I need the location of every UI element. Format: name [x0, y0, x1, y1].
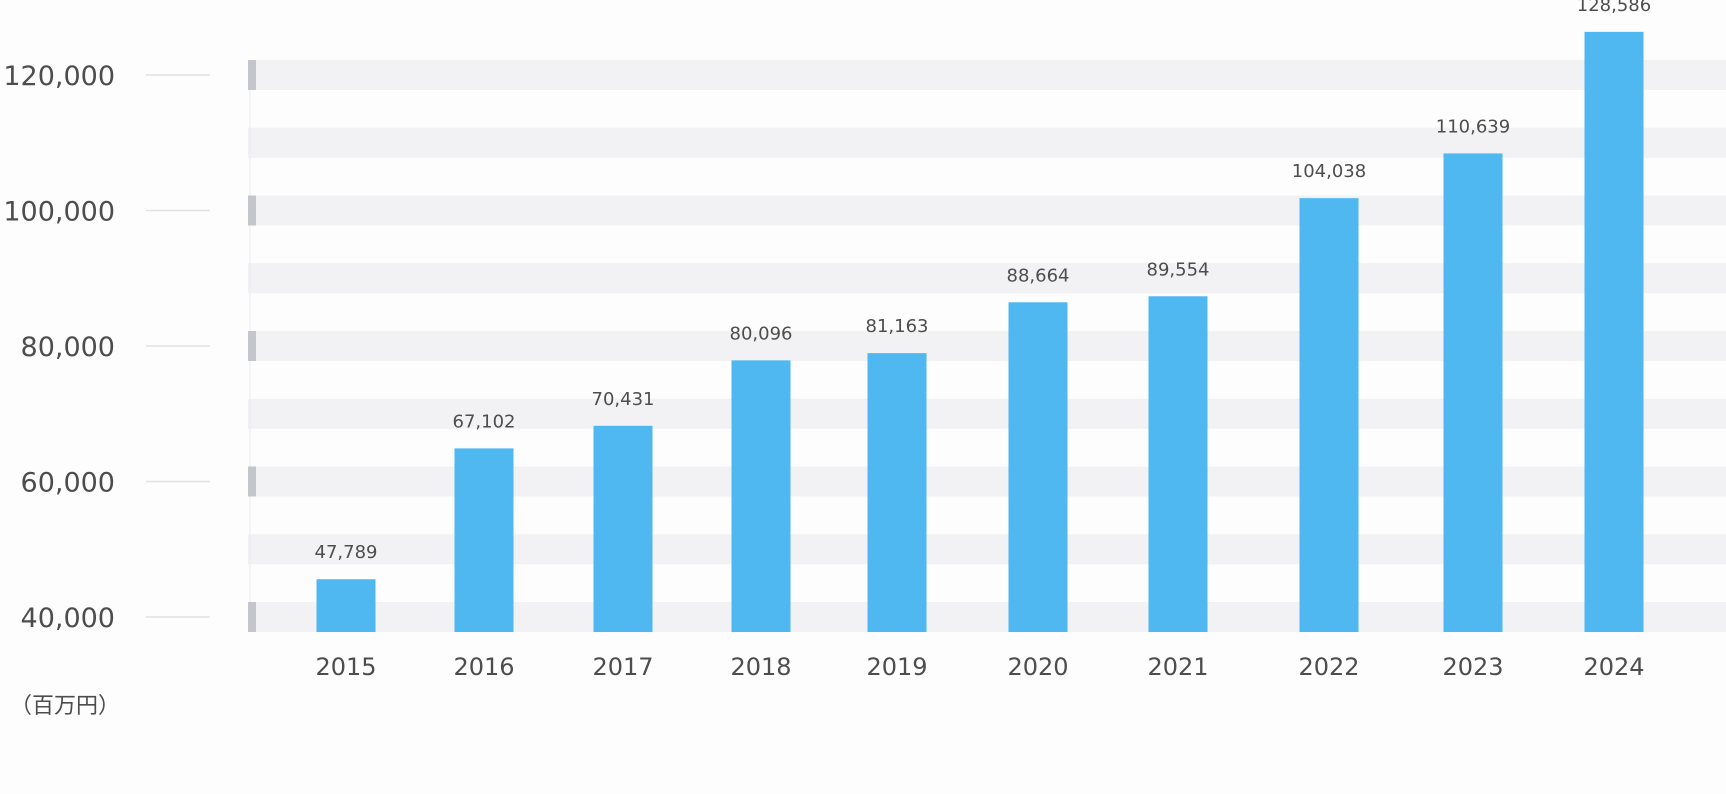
bar	[316, 579, 376, 632]
grid-band	[248, 195, 1726, 226]
y-tick-label: 40,000	[21, 603, 115, 634]
data-label: 47,789	[315, 542, 378, 563]
x-tick-label: 2021	[1147, 653, 1208, 681]
data-label: 88,664	[1007, 265, 1070, 286]
x-tick-label: 2016	[453, 653, 514, 681]
y-tick-label: 60,000	[21, 468, 115, 499]
y-tick-label: 120,000	[3, 61, 115, 92]
data-label: 81,163	[866, 316, 929, 337]
x-tick-label: 2018	[730, 653, 791, 681]
bar	[454, 448, 514, 632]
y-tick-marker	[248, 602, 256, 632]
grid-band	[248, 331, 1726, 361]
bar	[731, 360, 791, 632]
bar	[1443, 153, 1503, 632]
unit-label: （百万円）	[10, 694, 121, 719]
data-label: 89,554	[1147, 259, 1210, 280]
bar	[1148, 296, 1208, 632]
grid-band	[248, 263, 1726, 294]
y-tick-marker	[248, 195, 256, 226]
y-tick-marker	[248, 60, 256, 90]
grid-band	[248, 127, 1726, 158]
grid-band	[248, 60, 1726, 90]
data-label: 67,102	[453, 411, 516, 432]
data-labels: 47,789 67,102 70,431 80,096 81,163 88,664 89,5…	[315, 0, 1652, 563]
y-axis: 40,000 60,000 80,000 100,000 120,000	[3, 60, 256, 634]
data-label: 70,431	[592, 389, 655, 410]
bar	[1299, 198, 1359, 632]
bar	[1584, 31, 1644, 633]
data-label: 80,096	[730, 323, 793, 344]
x-tick-label: 2023	[1442, 653, 1503, 681]
y-tick-label: 80,000	[21, 332, 115, 363]
x-tick-label: 2024	[1583, 653, 1644, 681]
x-tick-label: 2022	[1298, 653, 1359, 681]
bar-series	[316, 31, 1644, 633]
y-tick-label: 100,000	[3, 197, 115, 228]
data-label: 128,586	[1577, 0, 1651, 16]
x-tick-label: 2017	[592, 653, 653, 681]
bar	[1008, 302, 1068, 632]
y-tick-marker	[248, 331, 256, 361]
bar	[593, 425, 653, 632]
x-tick-label: 2019	[866, 653, 927, 681]
y-tick-marker	[248, 466, 256, 497]
data-label: 104,038	[1292, 161, 1366, 182]
x-axis: 2015 2016 2017 2018 2019 2020 2021 2022 2023 2024	[315, 653, 1644, 681]
bar	[867, 353, 927, 632]
x-tick-label: 2015	[315, 653, 376, 681]
data-label: 110,639	[1436, 116, 1510, 137]
x-tick-label: 2020	[1007, 653, 1068, 681]
